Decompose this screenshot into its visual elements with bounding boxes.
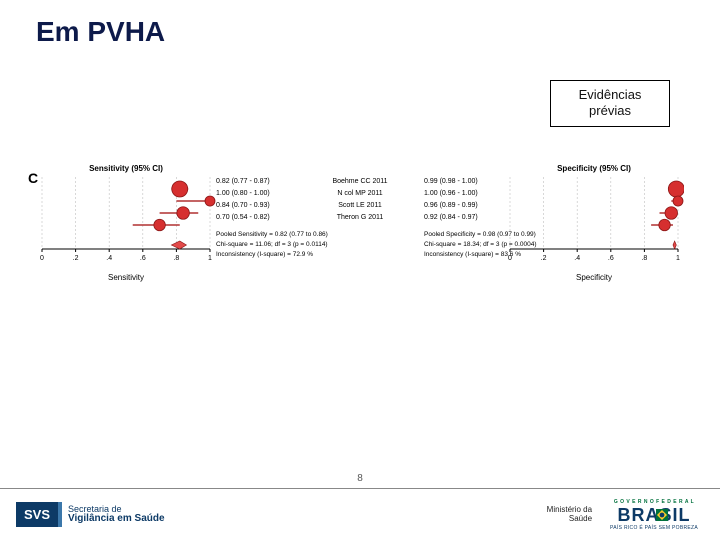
- brasil-word: BRASIL: [618, 506, 691, 524]
- sens-pooled-line: Inconsistency (I-square) = 72.9 %: [216, 250, 296, 260]
- svg-text:.6: .6: [608, 255, 614, 262]
- spec-estimates-list: 0.99 (0.98 - 1.00)1.00 (0.96 - 1.00)0.96…: [424, 176, 504, 304]
- sens-estimate-row: 0.84 (0.70 - 0.93): [216, 200, 296, 212]
- sens-pooled-line: Pooled Sensitivity = 0.82 (0.77 to 0.86): [216, 230, 296, 240]
- svg-text:0: 0: [40, 255, 44, 262]
- spec-pooled-line: Pooled Specificity = 0.98 (0.97 to 0.99): [424, 230, 504, 240]
- specificity-forest-svg: 0 .2 .4 .6 .8 1: [504, 173, 684, 273]
- evidence-label-line2: prévias: [555, 103, 665, 119]
- brasil-flag-icon: [656, 509, 668, 521]
- sensitivity-forest-svg: 0 .2 .4 .6 .8 1: [36, 173, 216, 273]
- svg-text:.2: .2: [541, 255, 547, 262]
- brasil-word-text: BRASIL: [618, 505, 691, 525]
- sens-estimate-row: 0.70 (0.54 - 0.82): [216, 212, 296, 224]
- svg-text:.4: .4: [106, 255, 112, 262]
- study-name-row: N col MP 2011: [296, 188, 424, 200]
- forest-plot-panel: Sensitivity (95% CI) 0 .2 .4 .6 .8 1 Sensitiv…: [36, 164, 684, 304]
- study-name-row: Boehme CC 2011: [296, 176, 424, 188]
- svs-line2: Vigilância em Saúde: [68, 514, 165, 525]
- ministerio-label: Ministério da Saúde: [547, 506, 592, 523]
- study-names-list: Boehme CC 2011N col MP 2011Scott LE 2011…: [296, 176, 424, 304]
- sensitivity-plot-column: Sensitivity (95% CI) 0 .2 .4 .6 .8 1 Sensitiv…: [36, 164, 216, 304]
- ministerio-line2: Saúde: [547, 515, 592, 523]
- sens-pooled-line: Chi-square = 11.06; df = 3 (p = 0.0114): [216, 240, 296, 250]
- study-name-row: Scott LE 2011: [296, 200, 424, 212]
- sens-estimates-list: 0.82 (0.77 - 0.87)1.00 (0.80 - 1.00)0.84…: [216, 176, 296, 304]
- svs-text: Secretaria de Vigilância em Saúde: [68, 505, 165, 525]
- footer-right: Ministério da Saúde G O V E R N O F E D …: [547, 499, 698, 531]
- svg-text:0: 0: [508, 255, 512, 262]
- evidence-label-box: Evidências prévias: [550, 80, 670, 127]
- specificity-plot-column: Specificity (95% CI) 0 .2 .4 .6 .8 1 Specific…: [504, 164, 684, 304]
- brasil-logo: G O V E R N O F E D E R A L BRASIL PAÍS …: [610, 499, 698, 531]
- slide-title: Em PVHA: [36, 16, 165, 48]
- sensitivity-plot-title: Sensitivity (95% CI): [36, 164, 216, 173]
- spec-pooled-line: Chi-square = 18.34; df = 3 (p = 0.0004): [424, 240, 504, 250]
- svs-logo-block: SVS Secretaria de Vigilância em Saúde: [16, 502, 165, 527]
- sensitivity-axis-label: Sensitivity: [36, 273, 216, 282]
- svg-text:.8: .8: [173, 255, 179, 262]
- brasil-sub: PAÍS RICO É PAÍS SEM POBREZA: [610, 525, 698, 531]
- svg-text:.2: .2: [73, 255, 79, 262]
- svs-badge: SVS: [16, 502, 62, 527]
- svg-text:.4: .4: [574, 255, 580, 262]
- svg-text:.6: .6: [140, 255, 146, 262]
- study-name-row: Theron G 2011: [296, 212, 424, 224]
- footer-bar: SVS Secretaria de Vigilância em Saúde Mi…: [0, 488, 720, 540]
- spec-estimate-row: 1.00 (0.96 - 1.00): [424, 188, 504, 200]
- spec-estimate-row: 0.99 (0.98 - 1.00): [424, 176, 504, 188]
- specificity-plot-title: Specificity (95% CI): [504, 164, 684, 173]
- svg-text:1: 1: [208, 255, 212, 262]
- svg-text:1: 1: [676, 255, 680, 262]
- specificity-axis-label: Specificity: [504, 273, 684, 282]
- svg-text:.8: .8: [641, 255, 647, 262]
- spec-estimate-row: 0.92 (0.84 - 0.97): [424, 212, 504, 224]
- spec-pooled-line: Inconsistency (I-square) = 83.6 %: [424, 250, 504, 260]
- sens-estimate-row: 1.00 (0.80 - 1.00): [216, 188, 296, 200]
- spec-estimate-row: 0.96 (0.89 - 0.99): [424, 200, 504, 212]
- evidence-label-line1: Evidências: [555, 87, 665, 103]
- sens-estimate-row: 0.82 (0.77 - 0.87): [216, 176, 296, 188]
- page-number: 8: [357, 473, 363, 484]
- study-labels-column: 0.82 (0.77 - 0.87)1.00 (0.80 - 1.00)0.84…: [216, 164, 504, 304]
